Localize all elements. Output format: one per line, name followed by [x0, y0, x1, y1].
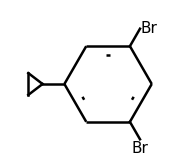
Text: Br: Br: [132, 141, 148, 156]
Text: Br: Br: [141, 21, 158, 36]
